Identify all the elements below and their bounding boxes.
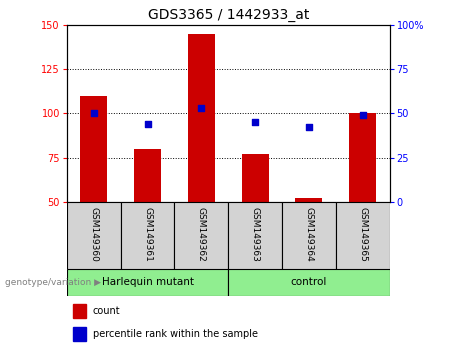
Bar: [73, 304, 86, 318]
Bar: [228, 202, 282, 269]
Text: GSM149364: GSM149364: [304, 207, 313, 262]
Bar: [134, 149, 161, 202]
Point: [144, 121, 151, 127]
Bar: [67, 269, 228, 296]
Bar: [228, 269, 390, 296]
Bar: [121, 202, 174, 269]
Point: [90, 110, 97, 116]
Bar: [73, 327, 86, 341]
Point: [305, 125, 313, 130]
Text: control: control: [291, 277, 327, 287]
Bar: [188, 34, 215, 202]
Bar: [174, 202, 228, 269]
Text: count: count: [93, 306, 120, 316]
Text: GSM149360: GSM149360: [89, 207, 98, 262]
Bar: [282, 202, 336, 269]
Point: [198, 105, 205, 111]
Title: GDS3365 / 1442933_at: GDS3365 / 1442933_at: [148, 8, 309, 22]
Text: GSM149363: GSM149363: [251, 207, 260, 262]
Text: GSM149362: GSM149362: [197, 207, 206, 262]
Bar: [296, 198, 322, 202]
Bar: [336, 202, 390, 269]
Text: GSM149361: GSM149361: [143, 207, 152, 262]
Bar: [80, 96, 107, 202]
Bar: [67, 202, 121, 269]
Text: genotype/variation ▶: genotype/variation ▶: [5, 278, 100, 287]
Point: [359, 112, 366, 118]
Point: [251, 119, 259, 125]
Bar: [242, 154, 268, 202]
Text: Harlequin mutant: Harlequin mutant: [101, 277, 194, 287]
Text: percentile rank within the sample: percentile rank within the sample: [93, 329, 258, 339]
Bar: [349, 113, 376, 202]
Text: GSM149365: GSM149365: [358, 207, 367, 262]
